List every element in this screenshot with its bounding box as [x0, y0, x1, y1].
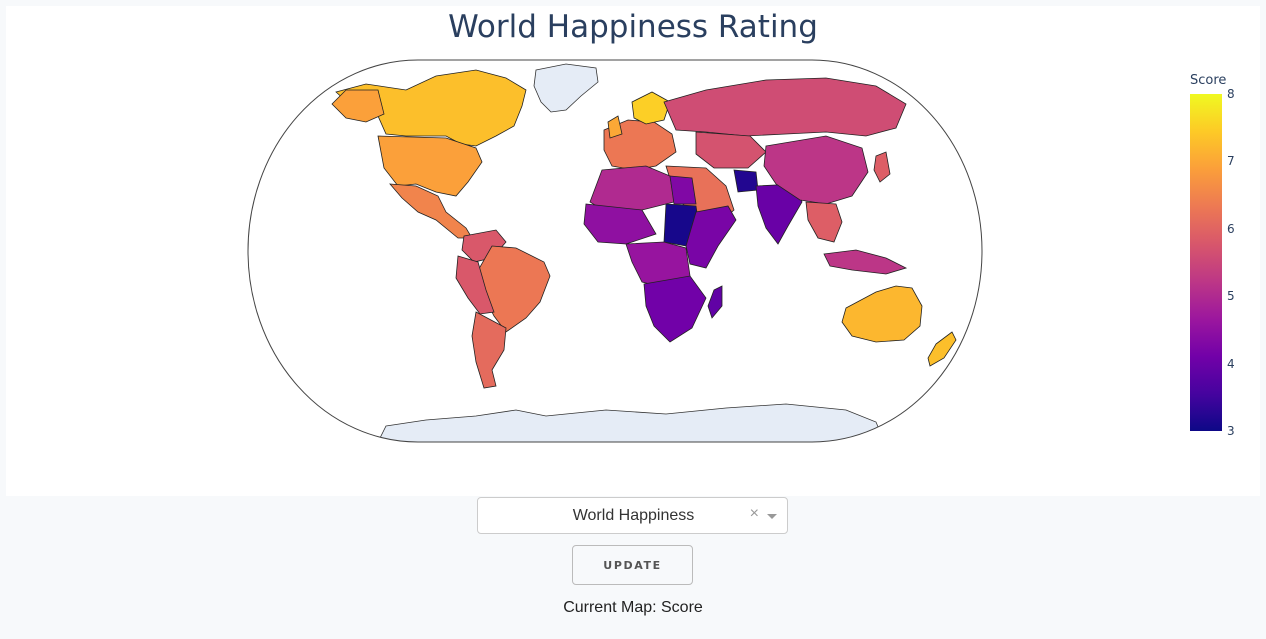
clear-icon[interactable]: ×	[749, 505, 759, 522]
region-japan[interactable]	[873, 151, 891, 183]
region-united-states[interactable]	[377, 135, 483, 197]
region-uk[interactable]	[607, 115, 623, 139]
colorbar-tick-label: 6	[1227, 221, 1235, 236]
region-canada[interactable]	[335, 69, 527, 147]
chevron-down-icon[interactable]	[767, 514, 777, 519]
region-north-africa[interactable]	[589, 165, 675, 213]
colorbar-tick-label: 3	[1227, 424, 1235, 438]
map-title: World Happiness Rating	[448, 9, 818, 45]
region-southern-africa[interactable]	[643, 275, 707, 343]
region-madagascar[interactable]	[707, 285, 723, 319]
region-egypt[interactable]	[669, 175, 697, 205]
region-antarctica[interactable]	[375, 403, 887, 446]
colorbar-tick-label: 5	[1227, 289, 1235, 304]
region-southeast-asia[interactable]	[805, 201, 843, 243]
region-east-africa[interactable]	[685, 205, 737, 269]
update-button[interactable]: Update	[572, 545, 693, 585]
region-australia[interactable]	[841, 285, 923, 343]
region-west-africa[interactable]	[583, 203, 657, 245]
region-peru-bolivia[interactable]	[455, 255, 495, 315]
region-indonesia[interactable]	[823, 249, 908, 275]
region-argentina-chile[interactable]	[471, 311, 507, 389]
region-alaska[interactable]	[331, 89, 385, 123]
globe-outline	[247, 59, 983, 443]
colorbar	[1190, 94, 1222, 431]
colorbar-tick-label: 8	[1227, 87, 1235, 101]
region-china[interactable]	[763, 135, 869, 205]
region-new-zealand[interactable]	[927, 331, 957, 367]
colorbar-tick-label: 4	[1227, 356, 1235, 371]
map-select-dropdown[interactable]: World Happiness ×	[477, 497, 788, 534]
region-afghanistan[interactable]	[733, 169, 759, 193]
colorbar-tick-label: 7	[1227, 154, 1235, 169]
region-central-asia[interactable]	[695, 131, 767, 169]
region-greenland[interactable]	[533, 63, 599, 113]
region-nordic[interactable]	[631, 91, 671, 125]
current-map-status: Current Map: Score	[563, 599, 703, 616]
map-plot-card: World Happiness Rating	[6, 6, 1260, 496]
map-land-layer	[331, 63, 957, 446]
colorbar-title: Score	[1190, 73, 1227, 88]
dropdown-selected-value: World Happiness	[572, 507, 695, 524]
region-russia[interactable]	[663, 77, 907, 137]
world-choropleth-map[interactable]	[6, 6, 1260, 496]
